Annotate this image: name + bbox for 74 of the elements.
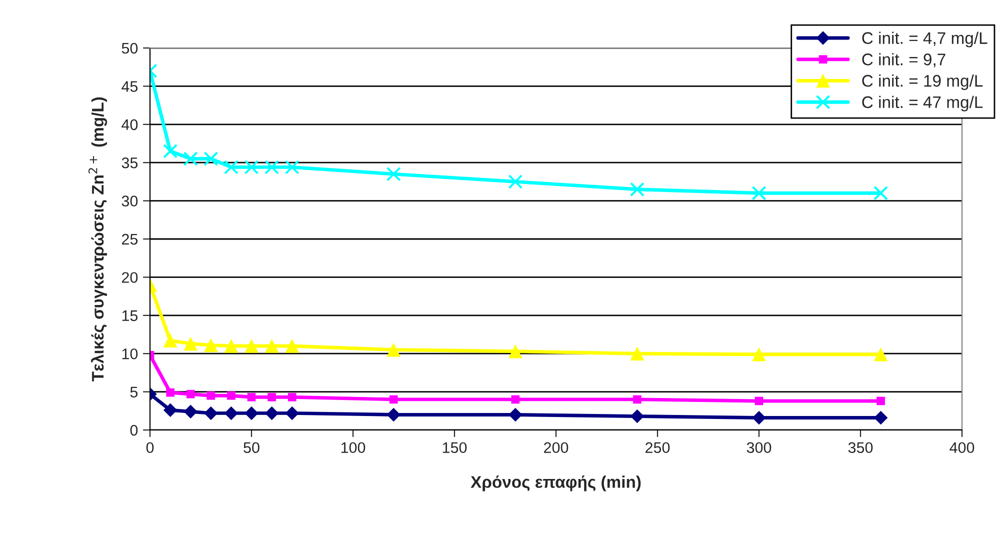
- point: [204, 406, 218, 420]
- point: [204, 338, 218, 352]
- point: [183, 151, 198, 166]
- point: [876, 396, 885, 406]
- point: [630, 182, 644, 197]
- point: [386, 166, 401, 182]
- y-tick-label: 25: [122, 234, 138, 245]
- legend-label: C init. = 19 mg/L: [862, 74, 983, 90]
- x-tick-label: 100: [341, 442, 366, 454]
- point: [163, 403, 178, 418]
- point: [752, 410, 766, 425]
- x-tick-label: 350: [848, 442, 873, 454]
- y-tick-label: 0: [130, 424, 138, 436]
- point: [386, 342, 401, 357]
- point: [754, 396, 764, 406]
- point: [227, 391, 236, 400]
- point: [186, 390, 195, 398]
- point: [206, 391, 216, 400]
- point: [268, 392, 276, 402]
- x-tick-label: 150: [442, 442, 467, 454]
- point: [874, 410, 888, 425]
- point: [508, 174, 523, 189]
- y-tick-label: 35: [122, 157, 138, 168]
- point: [163, 334, 178, 348]
- y-tick-label: 15: [122, 310, 138, 322]
- x-tick-label: 50: [244, 442, 260, 454]
- y-tick-label: 10: [122, 348, 138, 360]
- point: [874, 186, 888, 200]
- point: [264, 406, 279, 420]
- point: [752, 347, 766, 362]
- point: [247, 392, 256, 402]
- point: [184, 404, 198, 419]
- point: [285, 339, 300, 353]
- legend-label: C init. = 47 mg/L: [862, 96, 983, 112]
- point: [166, 388, 174, 397]
- y-tick-label: 20: [122, 272, 138, 283]
- point: [874, 347, 888, 362]
- point: [204, 151, 218, 166]
- point: [389, 395, 398, 404]
- x-axis-title: Χρόνος επαφής (min): [470, 475, 641, 492]
- y-tick-label: 30: [122, 196, 138, 206]
- x-tick-label: 0: [146, 442, 154, 454]
- point: [508, 344, 522, 358]
- point: [752, 186, 766, 200]
- point: [264, 339, 279, 353]
- point: [224, 160, 238, 174]
- legend-label: C init. = 4,7 mg/L: [862, 32, 988, 48]
- point: [633, 395, 642, 404]
- y-tick-label: 50: [122, 42, 138, 54]
- point: [244, 406, 258, 420]
- x-tick-label: 300: [746, 442, 772, 454]
- point: [386, 408, 400, 422]
- point: [508, 408, 522, 422]
- legend-label: C init. = 9,7: [862, 53, 946, 68]
- point: [224, 339, 238, 353]
- point: [244, 339, 258, 353]
- y-tick-label: 5: [130, 386, 138, 398]
- point: [285, 406, 299, 420]
- point: [511, 395, 520, 404]
- x-tick-label: 400: [950, 442, 974, 454]
- point: [163, 144, 178, 158]
- point: [284, 160, 300, 174]
- x-tick-label: 250: [646, 442, 670, 454]
- point: [224, 406, 238, 420]
- x-tick-label: 200: [544, 442, 568, 454]
- point: [244, 160, 259, 174]
- y-tick-label: 40: [122, 119, 138, 130]
- y-tick-label: 45: [122, 81, 138, 92]
- point: [630, 346, 644, 361]
- point: [264, 160, 280, 174]
- point: [630, 409, 644, 424]
- point: [184, 336, 198, 351]
- y-axis-title: Τελικές συγκεντρώσεις Zn$^{2+}$ (mg/L): [88, 97, 108, 382]
- point: [288, 392, 296, 402]
